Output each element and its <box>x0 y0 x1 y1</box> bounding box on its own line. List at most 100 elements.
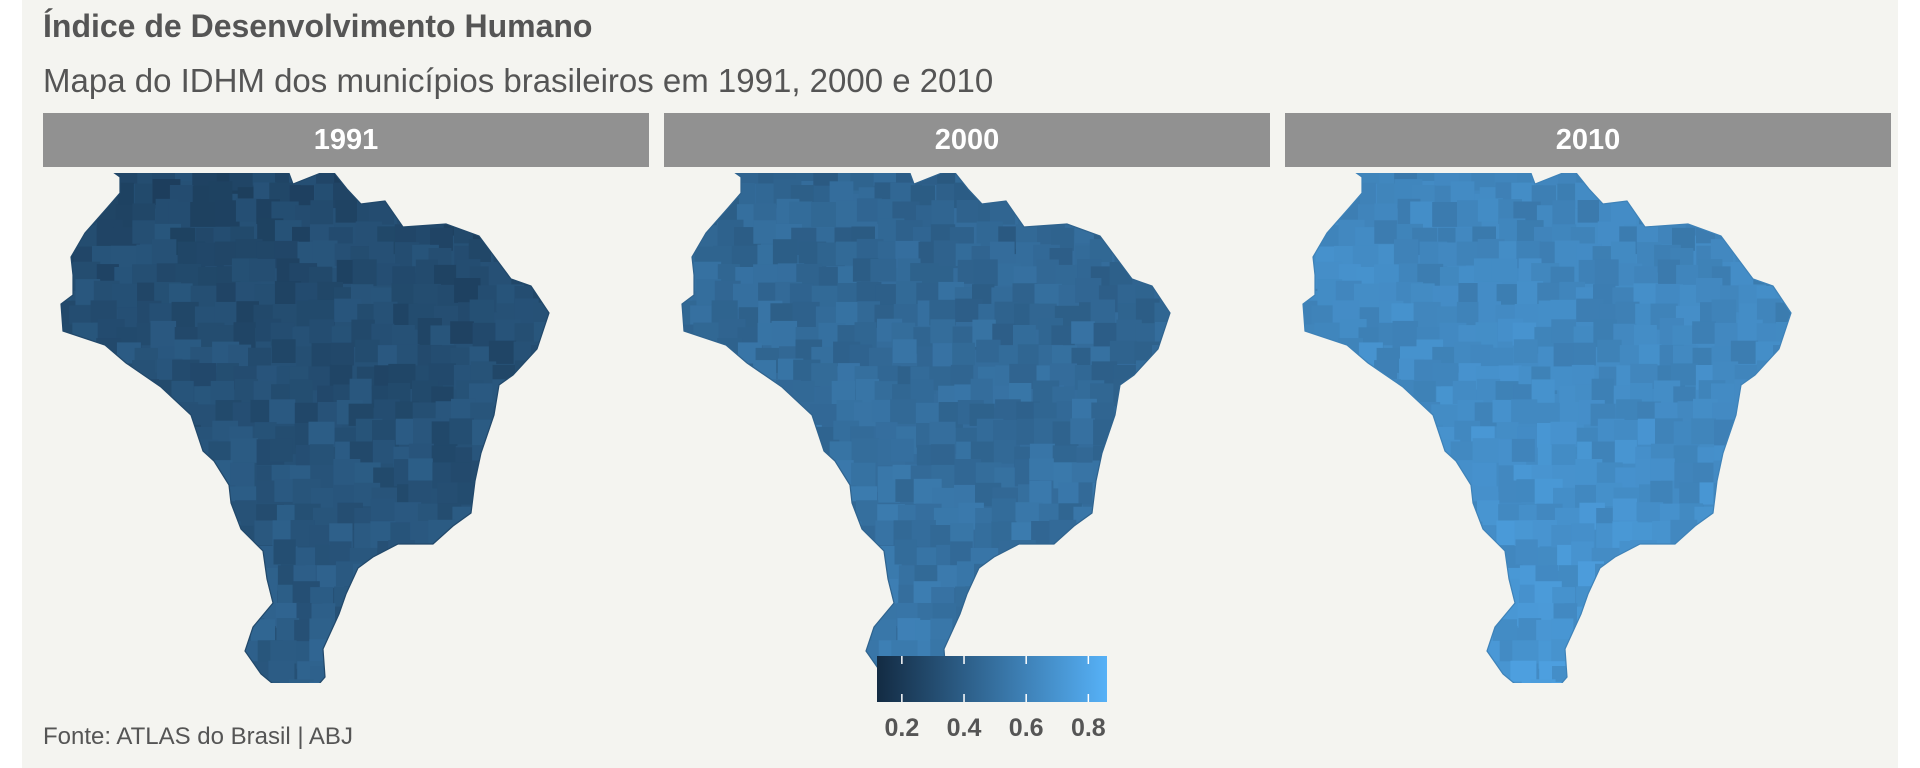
municipality-cell <box>1109 340 1138 364</box>
municipality-cell <box>337 623 361 650</box>
municipality-cell <box>1376 524 1403 550</box>
municipality-cell <box>1550 366 1576 391</box>
municipality-cell <box>1853 645 1878 671</box>
municipality-cell <box>96 445 120 470</box>
municipality-cell <box>276 618 300 641</box>
municipality-cell <box>43 284 55 309</box>
municipality-cell <box>137 464 165 490</box>
municipality-cell <box>1116 560 1141 585</box>
municipality-cell <box>531 345 549 368</box>
municipality-cell <box>496 621 518 644</box>
municipality-cell <box>1398 644 1426 672</box>
municipality-cell <box>1173 383 1199 407</box>
municipality-cell <box>61 238 78 264</box>
municipality-cell <box>1857 245 1885 272</box>
municipality-cell <box>1178 419 1201 444</box>
municipality-cell <box>61 438 75 463</box>
municipality-cell <box>309 444 334 469</box>
municipality-cell <box>1491 258 1518 282</box>
municipality-cell <box>709 480 738 504</box>
municipality-cell <box>596 173 622 187</box>
municipality-cell <box>1310 542 1337 570</box>
municipality-cell <box>697 583 721 608</box>
municipality-cell <box>664 220 680 245</box>
municipality-cell <box>1250 461 1270 484</box>
municipality-cell <box>973 259 998 286</box>
municipality-cell <box>377 563 403 591</box>
municipality-cell <box>1314 520 1340 548</box>
municipality-cell <box>1214 468 1241 495</box>
municipality-cell <box>1303 626 1316 649</box>
municipality-cell <box>1791 205 1815 230</box>
municipality-cell <box>437 542 462 569</box>
municipality-cell <box>1192 648 1219 673</box>
municipality-cell <box>1112 487 1138 511</box>
municipality-cell <box>551 482 579 508</box>
municipality-cell <box>230 562 257 586</box>
municipality-cell <box>1151 173 1170 191</box>
municipality-cell <box>1778 481 1791 505</box>
municipality-cell <box>1229 520 1253 542</box>
municipality-cell <box>613 188 641 212</box>
municipality-cell <box>1817 662 1841 683</box>
municipality-cell <box>271 339 296 363</box>
municipality-cell <box>349 378 372 406</box>
municipality-cell <box>978 587 1007 610</box>
municipality-cell <box>1129 483 1153 506</box>
municipality-cell <box>433 603 460 631</box>
municipality-cell <box>1738 524 1765 551</box>
municipality-cell <box>1303 425 1317 449</box>
municipality-cell <box>354 638 381 666</box>
municipality-cell <box>593 468 620 495</box>
municipality-cell <box>738 627 762 652</box>
municipality-cell <box>629 461 649 484</box>
municipality-cell <box>1097 185 1122 214</box>
municipality-cell <box>1840 484 1867 510</box>
municipality-cell <box>930 319 956 344</box>
municipality-cell <box>369 173 398 192</box>
municipality-cell <box>664 627 678 653</box>
legend-label-0.8: 0.8 <box>1070 714 1106 742</box>
municipality-cell <box>117 443 140 470</box>
municipality-cell <box>1198 548 1220 574</box>
municipality-cell <box>1257 559 1270 584</box>
municipality-cell <box>1636 502 1664 526</box>
municipality-cell <box>1759 647 1788 671</box>
municipality-cell <box>1730 445 1754 469</box>
municipality-cell <box>798 524 822 552</box>
municipality-cell <box>789 638 813 664</box>
municipality-cell <box>1851 340 1878 368</box>
municipality-cell <box>1195 521 1219 547</box>
municipality-cell <box>1800 646 1823 673</box>
municipality-cell <box>195 482 219 510</box>
municipality-cell <box>1752 221 1780 248</box>
municipality-cell <box>1218 605 1245 628</box>
municipality-cell <box>1410 638 1434 664</box>
municipality-cell <box>1089 606 1114 631</box>
municipality-cell <box>695 181 718 206</box>
municipality-cell <box>1750 483 1774 506</box>
municipality-cell <box>1654 623 1680 652</box>
municipality-cell <box>664 481 677 506</box>
municipality-cell <box>491 487 517 511</box>
municipality-cell <box>791 623 817 651</box>
municipality-cell <box>1790 563 1791 587</box>
municipality-cell <box>95 500 122 525</box>
municipality-cell <box>112 679 136 683</box>
municipality-cell <box>956 200 980 223</box>
municipality-cell <box>376 646 402 673</box>
municipality-cell <box>597 625 623 648</box>
municipality-cell <box>1758 467 1783 492</box>
municipality-cell <box>811 363 838 386</box>
municipality-cell <box>214 625 240 651</box>
municipality-cell <box>1257 267 1270 289</box>
municipality-cell <box>468 239 491 262</box>
municipality-cell <box>682 646 692 672</box>
municipality-cell <box>1114 602 1141 625</box>
municipality-cell <box>189 404 217 428</box>
municipality-cell <box>1285 265 1298 292</box>
municipality-cell <box>493 424 521 447</box>
municipality-cell <box>1236 583 1260 610</box>
municipality-cell <box>1433 641 1460 665</box>
municipality-cell <box>128 644 153 668</box>
